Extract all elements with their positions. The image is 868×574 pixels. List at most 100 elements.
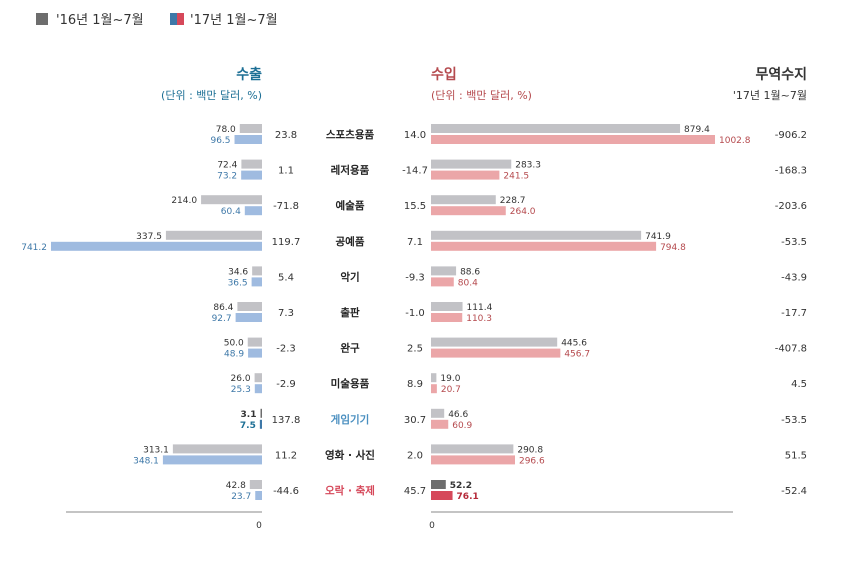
import-prev-bar	[431, 230, 642, 240]
export-curr-bar	[259, 419, 262, 429]
import-curr-label: 60.9	[452, 421, 472, 431]
chart-rows: 78.096.5 23.8 스포츠용품 14.0 879.4 1002.8 -906.2 72…	[21, 124, 807, 502]
import-prev-bar	[431, 302, 463, 311]
export-growth: 5.4	[278, 272, 294, 283]
import-curr-label: 20.7	[441, 385, 461, 395]
import-growth: 2.5	[407, 344, 423, 355]
export-prev-bar	[241, 159, 262, 169]
export-curr-bar	[234, 135, 262, 144]
import-prev-bar	[431, 337, 558, 347]
export-curr-label: 741.2	[21, 243, 47, 253]
export-curr-label: 7.5	[240, 421, 256, 431]
export-curr-bar	[51, 241, 262, 251]
import-growth: 7.1	[407, 237, 423, 248]
export-prev-bar	[237, 302, 262, 311]
import-prev-bar	[431, 159, 512, 169]
import-curr-bar	[431, 384, 437, 394]
trade-balance: 4.5	[791, 379, 807, 390]
export-growth: 11.2	[275, 450, 297, 461]
import-curr-label: 264.0	[510, 207, 536, 217]
import-growth: 14.0	[404, 130, 426, 141]
export-curr-label: 36.5	[228, 278, 248, 288]
export-prev-label: 34.6	[228, 267, 248, 277]
import-prev-bar	[431, 480, 446, 489]
trade-balance: -203.6	[775, 201, 807, 212]
import-growth: 2.0	[407, 450, 423, 461]
import-curr-bar	[431, 313, 463, 322]
import-growth: -14.7	[402, 166, 428, 177]
export-prev-label: 337.5	[136, 232, 162, 242]
import-curr-bar	[431, 491, 453, 500]
export-prev-bar	[172, 444, 262, 454]
export-curr-bar	[254, 384, 262, 394]
export-curr-bar	[235, 313, 262, 322]
import-curr-label: 794.8	[660, 243, 686, 253]
import-curr-label: 296.6	[519, 456, 545, 466]
legend-prev-label: '16년 1월~7월	[56, 13, 144, 28]
import-growth: -9.3	[405, 272, 425, 283]
export-unit: (단위 : 백만 달러, %)	[161, 89, 262, 102]
import-curr-label: 456.7	[564, 350, 590, 360]
import-curr-label: 1002.8	[719, 136, 751, 146]
export-curr-label: 73.2	[217, 172, 237, 182]
import-curr-bar	[431, 206, 506, 216]
export-zero-label: 0	[256, 521, 262, 531]
import-growth: 30.7	[404, 415, 426, 426]
balance-title: 무역수지	[755, 66, 807, 83]
export-curr-label: 25.3	[231, 385, 251, 395]
trade-balance: 51.5	[785, 450, 807, 461]
export-curr-bar	[248, 348, 262, 358]
export-curr-label: 92.7	[212, 314, 232, 324]
export-prev-label: 50.0	[224, 339, 244, 349]
category-label: 공예품	[336, 235, 365, 248]
export-growth: 119.7	[272, 237, 301, 248]
export-growth: -44.6	[273, 486, 299, 497]
import-curr-bar	[431, 419, 449, 429]
import-curr-bar	[431, 241, 657, 251]
trade-balance: -17.7	[781, 308, 807, 319]
export-growth: -2.9	[276, 379, 296, 390]
import-prev-label: 283.3	[515, 161, 541, 171]
export-prev-bar	[239, 124, 262, 133]
export-prev-bar	[260, 408, 262, 418]
category-label: 미술용품	[331, 377, 370, 390]
export-prev-label: 3.1	[241, 410, 257, 420]
legend: '16년 1월~7월 '17년 1월~7월	[36, 13, 278, 28]
import-curr-bar	[431, 135, 715, 144]
export-curr-label: 348.1	[133, 456, 159, 466]
import-prev-bar	[431, 373, 437, 383]
trade-balance: -168.3	[775, 166, 807, 177]
export-prev-bar	[165, 230, 262, 240]
category-label: 완구	[340, 342, 360, 355]
export-prev-bar	[252, 266, 262, 276]
export-curr-label: 96.5	[210, 136, 230, 146]
trade-balance: -52.4	[781, 486, 807, 497]
export-prev-label: 42.8	[226, 481, 246, 491]
import-prev-label: 88.6	[460, 267, 480, 277]
export-prev-label: 214.0	[171, 196, 197, 206]
import-curr-bar	[431, 348, 561, 358]
trade-balance: -43.9	[781, 272, 807, 283]
balance-period: '17년 1월~7월	[733, 89, 807, 102]
legend-curr-swatch-left	[170, 13, 177, 25]
import-growth: 15.5	[404, 201, 426, 212]
export-prev-label: 26.0	[231, 374, 251, 384]
legend-curr-label: '17년 1월~7월	[190, 13, 278, 28]
import-curr-label: 241.5	[503, 172, 529, 182]
import-curr-label: 80.4	[458, 278, 478, 288]
export-growth: 137.8	[272, 415, 301, 426]
import-prev-label: 290.8	[517, 445, 543, 455]
trade-balance: -906.2	[775, 130, 807, 141]
import-prev-label: 741.9	[645, 232, 671, 242]
export-prev-label: 86.4	[213, 303, 233, 313]
import-prev-label: 111.4	[467, 303, 493, 313]
export-prev-bar	[201, 195, 262, 205]
import-curr-bar	[431, 455, 515, 465]
export-growth: 23.8	[275, 130, 297, 141]
export-curr-bar	[244, 206, 262, 216]
export-title: 수출	[236, 66, 262, 83]
category-label: 레저용품	[331, 164, 370, 177]
import-curr-label: 76.1	[457, 492, 479, 502]
export-prev-bar	[254, 373, 262, 383]
